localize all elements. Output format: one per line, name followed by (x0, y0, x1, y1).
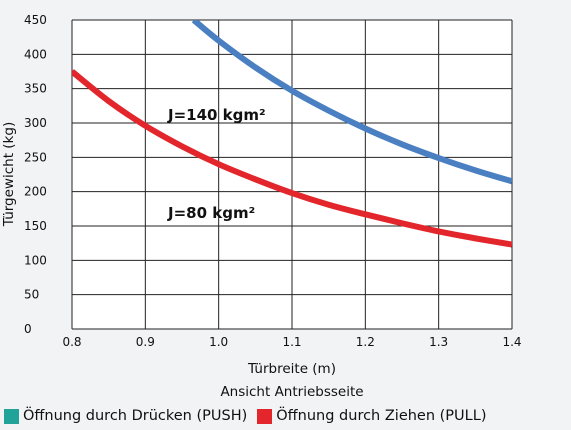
curves (72, 20, 512, 248)
y-tick-label-7: 350 (24, 82, 47, 96)
chart-svg: 0.8 0.9 1.0 1.1 1.2 1.3 1.4 0 50 100 150 200 250 300… (1, 13, 522, 400)
legend-swatch-pull (257, 408, 273, 424)
y-tick-label-6: 300 (24, 116, 47, 130)
y-tick-label-9: 450 (24, 13, 47, 27)
x-tick-label-2: 1.0 (209, 335, 228, 349)
y-tick-labels: 0 50 100 150 200 250 300 350 400 450 (24, 13, 47, 336)
x-tick-label-6: 1.4 (502, 335, 521, 349)
y-tick-label-5: 250 (24, 150, 47, 164)
y-tick-label-0: 0 (24, 322, 32, 336)
y-axis-label: Türgewicht (kg) (1, 122, 17, 227)
annotation-j80: J=80 kgm² (167, 204, 255, 222)
legend-item-push: Öffnung durch Drücken (PUSH) (4, 408, 247, 424)
legend-item-pull: Öffnung durch Ziehen (PULL) (257, 408, 486, 424)
y-tick-label-1: 50 (24, 288, 39, 302)
series-line-0 (191, 20, 512, 185)
x-axis-label: Türbreite (m) (247, 361, 336, 377)
legend-label-pull: Öffnung durch Ziehen (PULL) (276, 408, 487, 424)
x-tick-labels: 0.8 0.9 1.0 1.1 1.2 1.3 1.4 (62, 335, 521, 349)
x-tick-label-0: 0.8 (62, 335, 81, 349)
chart-subtitle: Ansicht Antriebsseite (220, 384, 363, 400)
annotation-j140: J=140 kgm² (167, 106, 266, 124)
y-tick-label-2: 100 (24, 253, 47, 267)
series-line-1 (72, 69, 512, 248)
x-tick-label-4: 1.2 (356, 335, 375, 349)
y-tick-label-8: 400 (24, 47, 47, 61)
y-tick-label-4: 200 (24, 185, 47, 199)
x-tick-label-1: 0.9 (136, 335, 155, 349)
legend: Öffnung durch Drücken (PUSH) Öffnung dur… (4, 404, 496, 428)
y-tick-label-3: 150 (24, 219, 47, 233)
x-tick-label-5: 1.3 (429, 335, 448, 349)
legend-label-push: Öffnung durch Drücken (PUSH) (23, 408, 248, 424)
x-tick-label-3: 1.1 (282, 335, 301, 349)
legend-swatch-push (4, 408, 19, 424)
